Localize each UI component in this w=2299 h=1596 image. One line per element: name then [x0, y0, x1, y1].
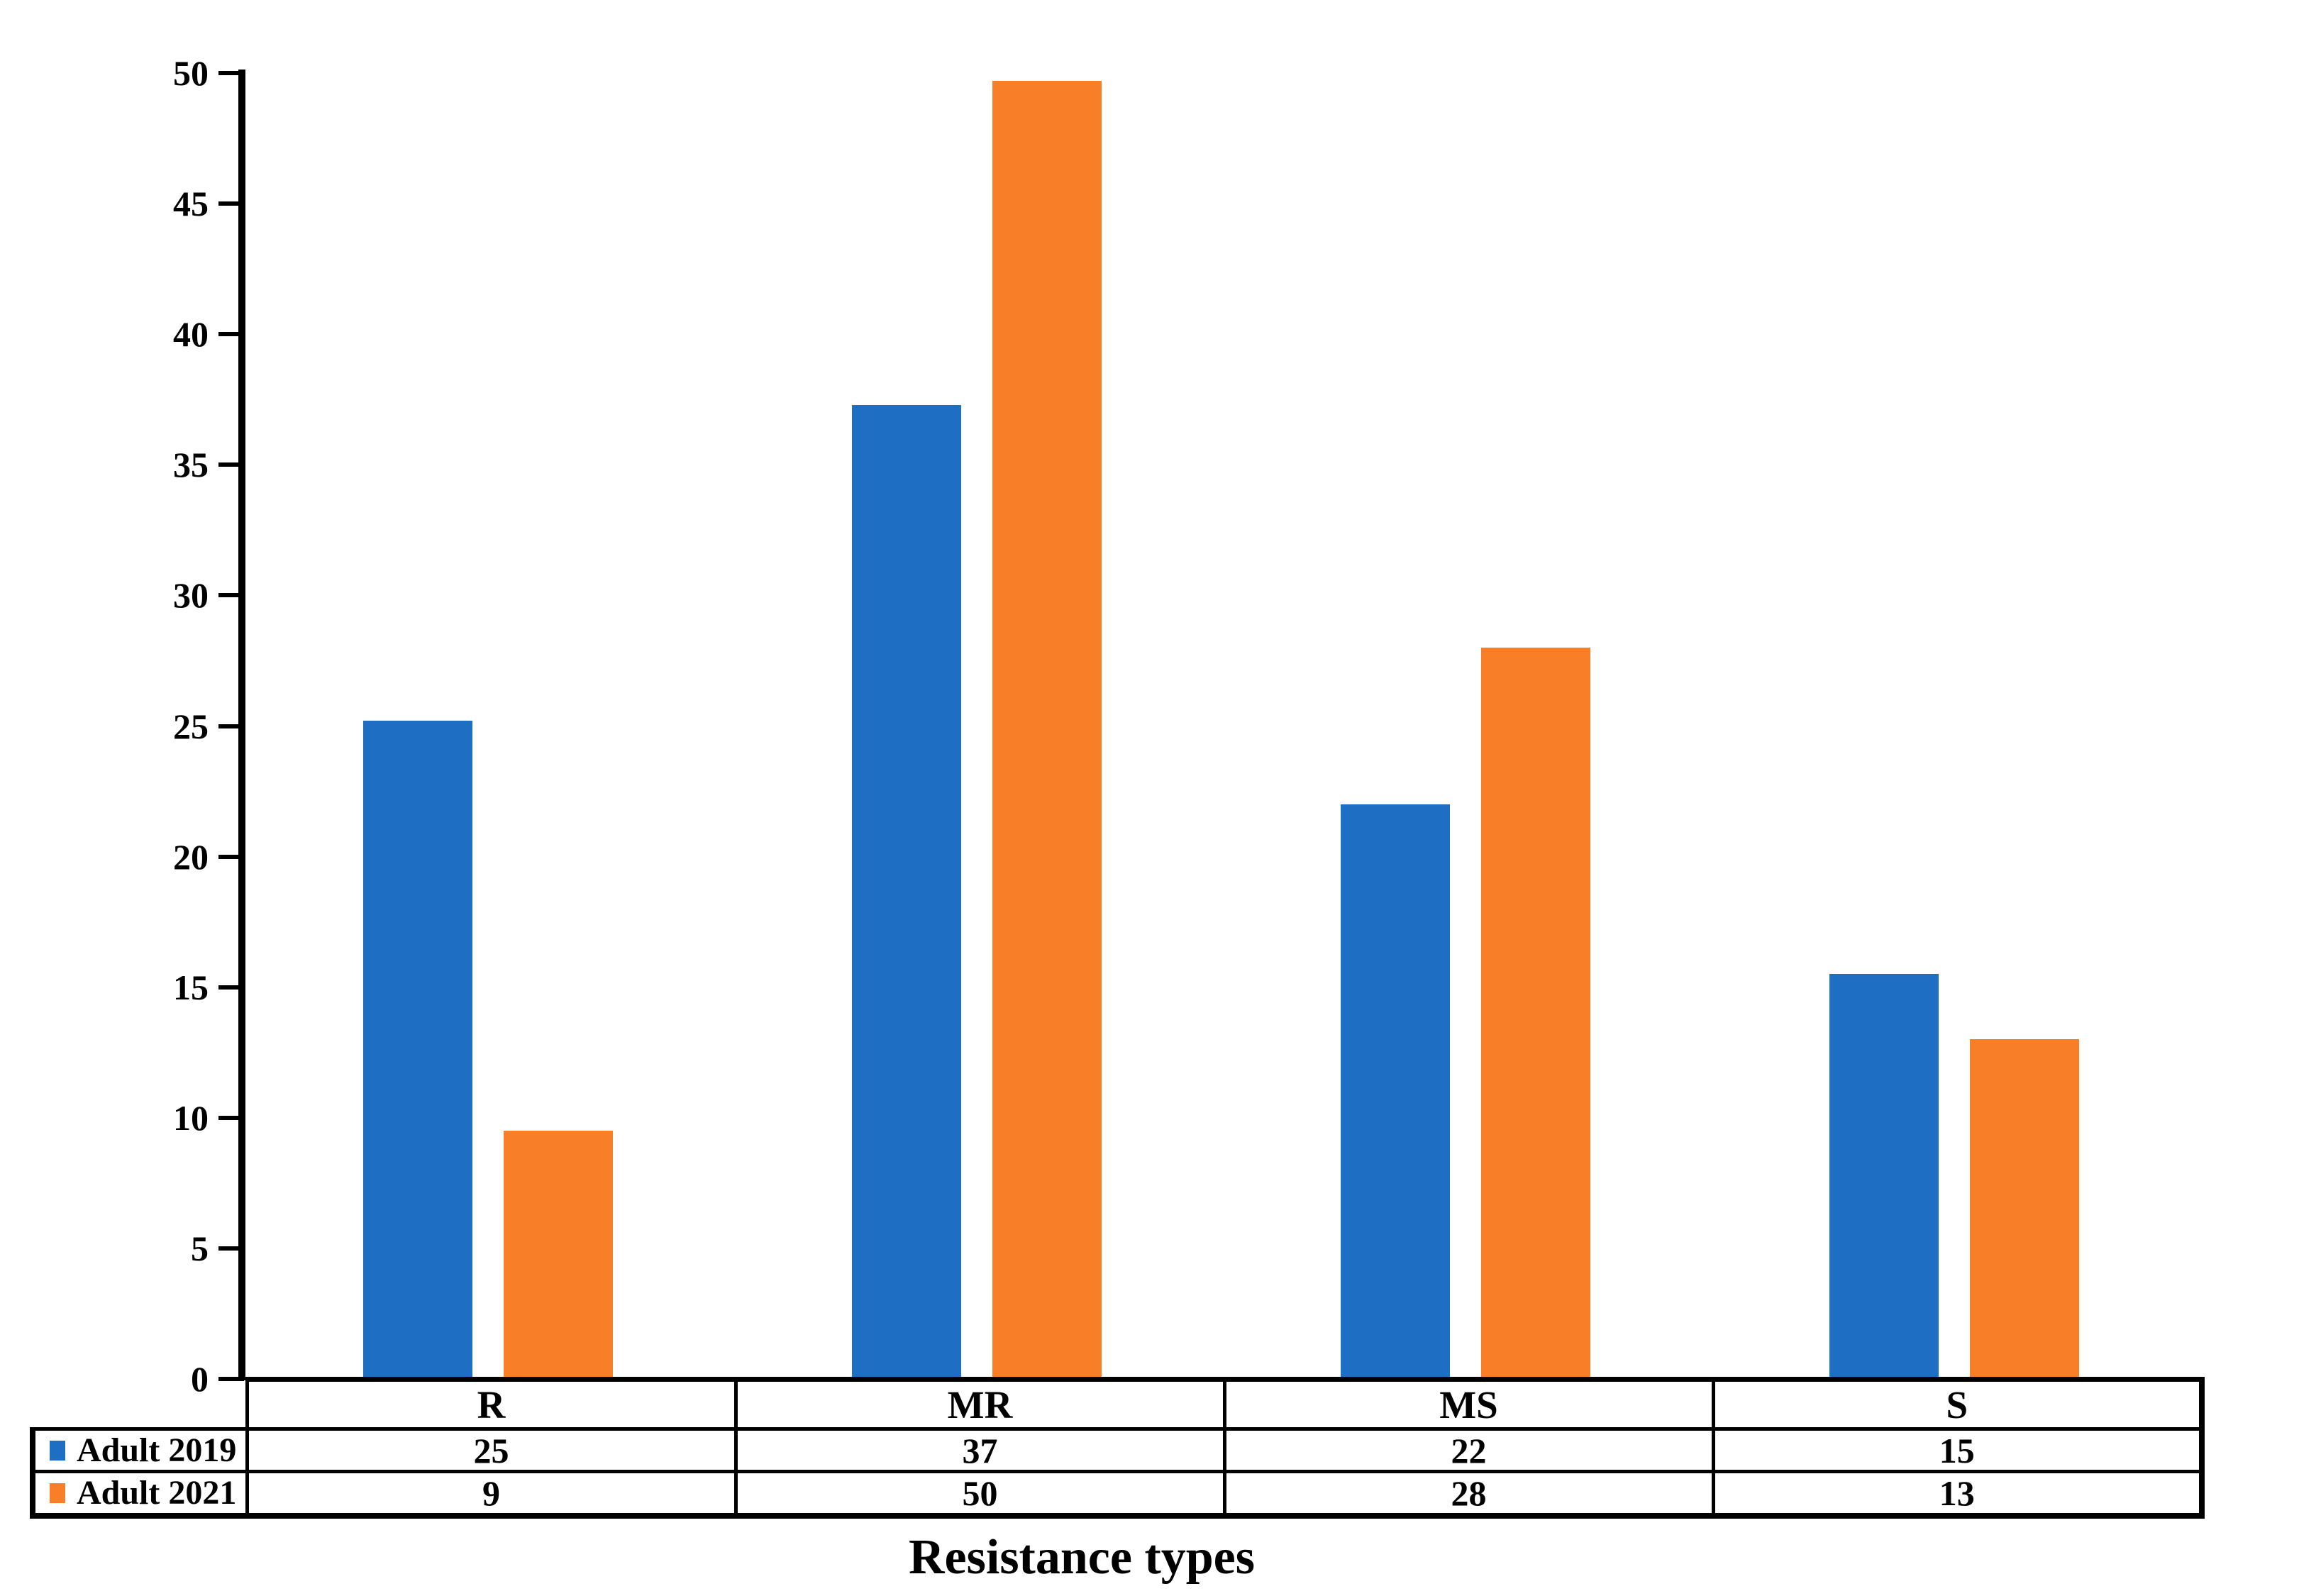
legend-cell: Adult 2021 — [30, 1470, 249, 1519]
legend-cell: Adult 2019 — [30, 1427, 249, 1473]
y-tick-label: 25 — [173, 706, 209, 746]
y-tick-label: 5 — [191, 1228, 209, 1268]
bar-adult-2019-r — [363, 721, 472, 1379]
table-corner-spacer — [33, 1380, 247, 1429]
y-tick-label: 40 — [173, 314, 209, 355]
series-row-1: Adult 2019 25 37 22 15 — [30, 1427, 2205, 1473]
y-tick-label: 50 — [173, 53, 209, 93]
value-cell: 50 — [733, 1470, 1226, 1519]
x-axis-title: Resistance types — [909, 1530, 1255, 1585]
bar-adult-2021-ms — [1481, 648, 1590, 1379]
y-tick-label: 0 — [191, 1359, 209, 1399]
category-cell-ms: MS — [1222, 1377, 1715, 1431]
series-name: Adult 2021 — [77, 1473, 237, 1512]
value-cell: 25 — [245, 1427, 738, 1473]
y-tick-label: 10 — [173, 1097, 209, 1138]
y-tick-mark — [218, 462, 244, 467]
y-tick-label: 35 — [173, 445, 209, 485]
y-tick-label: 20 — [173, 836, 209, 877]
bar-adult-2021-mr — [992, 81, 1102, 1379]
value-cell: 37 — [733, 1427, 1226, 1473]
y-tick-mark — [218, 985, 244, 990]
data-table: R MR MS S Adult 2019 25 37 22 15 Adult 2021 9 50 28 1… — [30, 1377, 2205, 1519]
category-cell-s: S — [1711, 1377, 2205, 1431]
value-cell: 9 — [245, 1470, 738, 1519]
y-tick-mark — [218, 593, 244, 598]
value-cell: 13 — [1711, 1470, 2205, 1519]
y-tick-mark — [218, 201, 244, 206]
legend-entry: Adult 2021 — [35, 1473, 245, 1512]
y-tick-mark — [218, 332, 244, 337]
category-header-row: R MR MS S — [33, 1377, 2205, 1431]
category-cell-r: R — [245, 1377, 738, 1431]
y-tick-mark — [218, 724, 244, 728]
y-tick-mark — [218, 1377, 244, 1381]
series-name: Adult 2019 — [77, 1431, 237, 1469]
y-tick-label: 45 — [173, 184, 209, 224]
value-cell: 28 — [1222, 1470, 1715, 1519]
bar-adult-2019-ms — [1341, 804, 1450, 1379]
value-cell: 15 — [1711, 1427, 2205, 1473]
y-tick-label: 15 — [173, 967, 209, 1007]
bar-adult-2019-mr — [852, 404, 961, 1379]
category-cell-mr: MR — [733, 1377, 1226, 1431]
y-tick-mark — [218, 1115, 244, 1120]
y-tick-mark — [218, 71, 244, 75]
bar-adult-2019-s — [1829, 974, 1939, 1379]
y-tick-label: 30 — [173, 575, 209, 616]
bar-adult-2021-r — [504, 1131, 613, 1379]
y-tick-mark — [218, 1246, 244, 1251]
legend-key-icon — [50, 1483, 65, 1503]
series-row-2: Adult 2021 9 50 28 13 — [30, 1470, 2205, 1519]
bar-adult-2021-s — [1970, 1039, 2079, 1379]
y-tick-mark — [218, 854, 244, 859]
value-cell: 22 — [1222, 1427, 1715, 1473]
legend-entry: Adult 2019 — [35, 1431, 245, 1469]
legend-key-icon — [50, 1440, 65, 1461]
